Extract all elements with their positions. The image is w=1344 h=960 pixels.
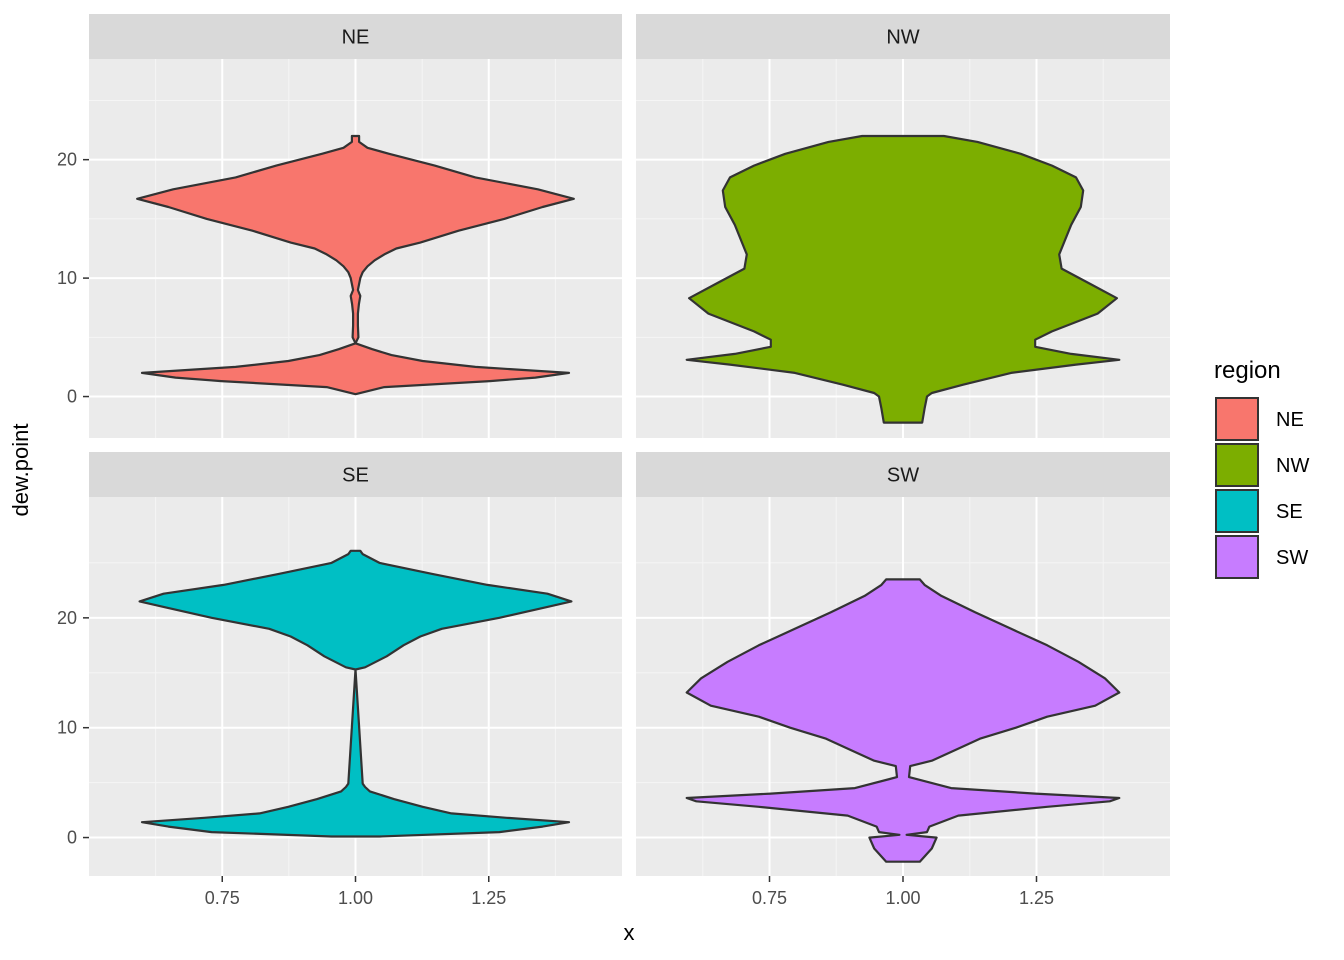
x-tick-label: 1.25	[471, 888, 506, 908]
facet-strip-label: SW	[887, 465, 919, 487]
facet-panels: NE NW SE SW	[89, 14, 1170, 876]
violin-nw	[685, 134, 1121, 424]
facet-strip	[636, 452, 1170, 497]
legend-label-sw: SW	[1276, 547, 1308, 569]
x-tick-label: 0.75	[752, 888, 787, 908]
x-tick-label: 0.75	[205, 888, 240, 908]
facet-strip	[89, 14, 622, 59]
violin-se	[138, 549, 573, 838]
y-tick-label: 0	[67, 828, 77, 848]
x-tick-label: 1.00	[885, 888, 920, 908]
y-tick-label: 20	[57, 150, 77, 170]
y-tick-label: 10	[57, 268, 77, 288]
facet-strip-label: NW	[886, 27, 919, 49]
legend-key-sw	[1215, 535, 1259, 579]
legend-key-se	[1215, 489, 1259, 533]
violin-sw	[685, 578, 1121, 863]
legend-title: region	[1214, 357, 1281, 384]
legend-key-nw	[1215, 443, 1259, 487]
facet-nw: NW	[636, 14, 1170, 438]
x-axis-title: x	[624, 920, 635, 945]
facet-strip-label: SE	[342, 465, 369, 487]
x-tick-label: 1.00	[338, 888, 373, 908]
legend-key-ne	[1215, 397, 1259, 441]
legend: region NE NW SE SW	[1214, 357, 1309, 579]
legend-label-ne: NE	[1276, 409, 1304, 431]
legend-label-nw: NW	[1276, 455, 1309, 477]
facet-ne: NE	[89, 14, 622, 438]
y-axis-ticks: 0 10 20 0 10 20	[57, 150, 89, 848]
y-tick-label: 10	[57, 718, 77, 738]
x-tick-label: 1.25	[1019, 888, 1054, 908]
legend-label-se: SE	[1276, 501, 1303, 523]
facet-strip	[89, 452, 622, 497]
y-tick-label: 0	[67, 387, 77, 407]
facet-strip-label: NE	[342, 27, 370, 49]
x-axis-ticks: 0.75 1.00 1.25 0.75 1.00 1.25	[205, 876, 1054, 908]
facet-strip	[636, 14, 1170, 59]
y-tick-label: 20	[57, 608, 77, 628]
violin-ne	[136, 134, 575, 396]
facet-sw: SW	[636, 452, 1170, 876]
y-axis-title: dew.point	[8, 424, 33, 517]
facet-se: SE	[89, 452, 622, 876]
